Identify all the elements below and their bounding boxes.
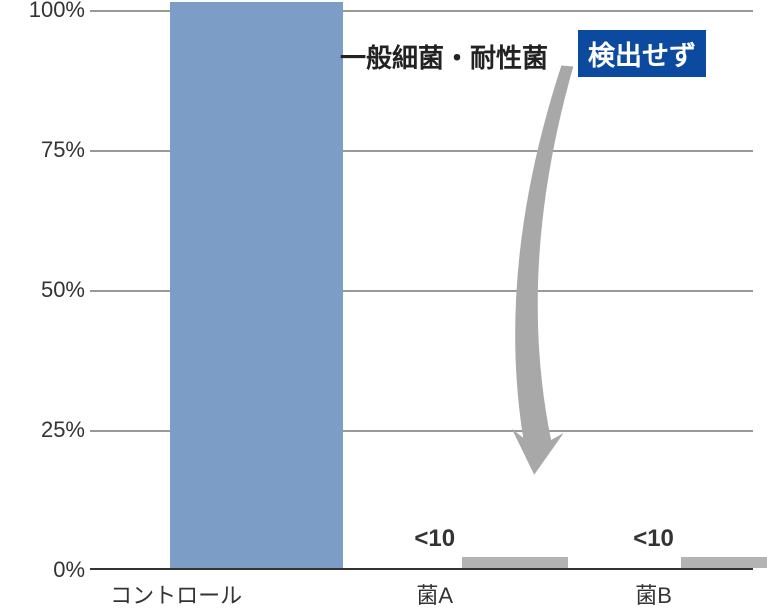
bar [681,557,767,568]
annotation-badge: 検出せず [578,30,706,77]
plot-area [90,10,753,570]
y-tick-label: 25% [15,417,85,443]
bar [170,2,343,568]
bar [462,557,568,568]
y-tick-label: 100% [15,0,85,23]
x-tick-label: 菌B [635,578,672,610]
x-tick-label: コントロール [110,578,242,610]
x-tick-label: 菌A [416,578,453,610]
y-tick-label: 75% [15,137,85,163]
bar-chart: 一般細菌・耐性菌 検出せず 0% 25% 50% 75% 100% コントロール 菌A <10… [10,0,757,615]
bar-value-label: <10 [414,525,455,553]
y-tick-label: 0% [15,557,85,583]
bar-value-label: <10 [633,525,674,553]
annotation-text: 一般細菌・耐性菌 [340,38,548,75]
y-tick-label: 50% [15,277,85,303]
